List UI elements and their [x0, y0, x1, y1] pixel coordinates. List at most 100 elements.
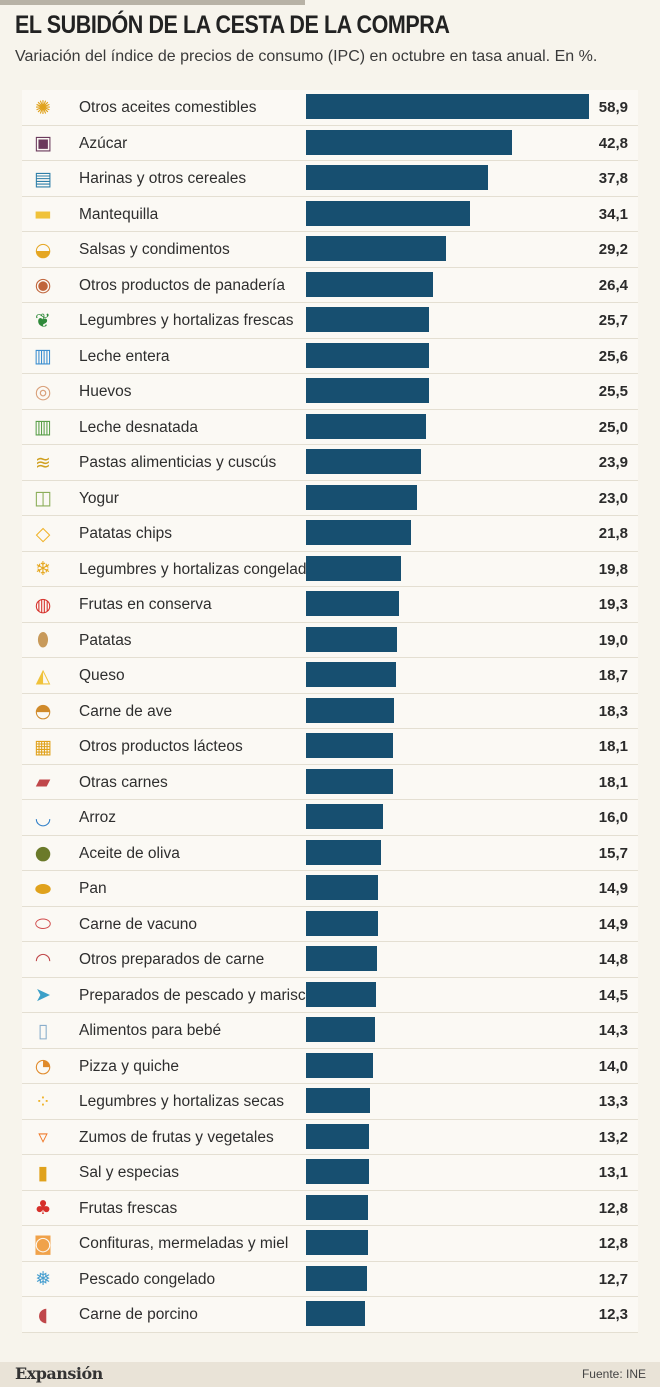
category-label: Mantequilla	[79, 205, 159, 223]
category-label: Salsas y condimentos	[79, 241, 230, 258]
category-label: Patatas	[79, 631, 132, 649]
category-label: Sal y especias	[79, 1164, 179, 1181]
rice-bowl-icon: ◡	[34, 806, 52, 829]
category-label: Frutas frescas	[79, 1199, 178, 1217]
bar	[306, 129, 512, 155]
dried-legumes-icon: ⁘	[35, 1090, 51, 1113]
value-label: 19,0	[598, 631, 628, 649]
value-label: 19,3	[598, 596, 628, 613]
chart-row: ◭ Queso 18,7	[22, 658, 638, 694]
bar	[306, 200, 470, 226]
bar	[306, 484, 417, 510]
bar	[306, 1194, 368, 1220]
bar	[306, 1265, 368, 1291]
bar	[306, 626, 398, 652]
meat-cut-icon: ▰	[35, 771, 51, 793]
value-label: 13,2	[598, 1128, 628, 1146]
bar	[306, 236, 447, 261]
bar	[306, 1230, 368, 1255]
value-label: 12,7	[598, 1270, 628, 1288]
sugar-jar-icon: ▣	[34, 132, 52, 154]
bar	[306, 910, 378, 936]
chart-row: ✺ Otros aceites comestibles 58,9	[22, 90, 638, 126]
chart-row: ❦ Legumbres y hortalizas frescas 25,7	[22, 303, 638, 339]
chart-row: ▯ Alimentos para bebé 14,3	[22, 1013, 638, 1049]
flour-bag-icon: ▤	[34, 167, 52, 190]
frozen-fish-icon: ❅	[35, 1268, 51, 1290]
donut-icon: ◉	[34, 274, 52, 296]
fish-icon: ➤	[35, 984, 51, 1006]
footer: Expansión Fuente: INE	[0, 1362, 660, 1387]
value-label: 13,1	[598, 1164, 628, 1181]
category-label: Leche desnatada	[79, 418, 198, 436]
value-label: 26,4	[598, 276, 628, 294]
bar	[306, 1052, 374, 1078]
brand-logo: Expansión	[15, 1364, 103, 1383]
bar	[306, 165, 488, 190]
value-label: 25,6	[598, 347, 628, 365]
chart-row: ⁘ Legumbres y hortalizas secas 13,3	[22, 1084, 638, 1120]
chart-row: ◫ Yogur 23,0	[22, 480, 638, 516]
chart-row: ◇ Patatas chips 21,8	[22, 516, 638, 552]
bar	[306, 1017, 375, 1042]
value-label: 58,9	[598, 99, 628, 116]
chart-row: ⬬ Pan 14,9	[22, 871, 638, 907]
value-label: 21,8	[598, 525, 628, 542]
skim-milk-icon: ▥	[34, 416, 52, 438]
value-label: 25,0	[598, 418, 628, 436]
chart-row: ▰ Otras carnes 18,1	[22, 764, 638, 800]
top-accent-bar	[0, 0, 305, 5]
chart-row: ➤ Preparados de pescado y marisco 14,5	[22, 977, 638, 1013]
value-label: 14,0	[598, 1057, 628, 1075]
value-label: 18,3	[598, 702, 628, 720]
chart-row: ◒ Salsas y condimentos 29,2	[22, 232, 638, 268]
category-label: Huevos	[79, 383, 132, 400]
category-label: Legumbres y hortalizas congeladas	[79, 560, 323, 578]
baby-bottle-icon: ▯	[37, 1019, 49, 1042]
fresh-fruit-icon: ♣	[34, 1197, 52, 1219]
category-label: Pastas alimenticias y cuscús	[79, 454, 277, 471]
category-label: Otros productos lácteos	[79, 738, 243, 755]
yogurt-icon: ◫	[34, 487, 52, 509]
value-label: 14,8	[598, 951, 628, 968]
value-label: 25,5	[598, 383, 628, 400]
chart-row: ▦ Otros productos lácteos 18,1	[22, 729, 638, 765]
bar	[306, 839, 382, 865]
value-label: 23,9	[598, 454, 628, 471]
value-label: 14,9	[598, 915, 628, 933]
value-label: 34,1	[598, 205, 628, 223]
bar	[306, 94, 589, 119]
category-label: Preparados de pescado y marisco	[79, 986, 315, 1004]
category-label: Zumos de frutas y vegetales	[79, 1128, 274, 1146]
bar	[306, 307, 430, 332]
category-label: Azúcar	[79, 134, 128, 152]
category-label: Alimentos para bebé	[79, 1022, 222, 1039]
bar	[306, 378, 429, 403]
category-label: Carne de vacuno	[79, 915, 198, 933]
bar	[306, 342, 429, 368]
value-label: 42,8	[598, 134, 628, 152]
bar	[306, 1159, 369, 1184]
category-label: Otras carnes	[79, 773, 168, 791]
category-label: Legumbres y hortalizas frescas	[79, 312, 294, 329]
frozen-vegetables-icon: ❄	[35, 558, 51, 580]
bar	[306, 981, 376, 1007]
bar	[306, 733, 393, 758]
chart-row: ▤ Harinas y otros cereales 37,8	[22, 161, 638, 197]
category-label: Patatas chips	[79, 525, 173, 542]
bar	[306, 946, 378, 971]
bar	[306, 271, 433, 297]
category-label: Pescado congelado	[79, 1270, 216, 1288]
category-label: Legumbres y hortalizas secas	[79, 1093, 285, 1110]
chart-row: ◡ Arroz 16,0	[22, 800, 638, 836]
chart-row: ❅ Pescado congelado 12,7	[22, 1261, 638, 1297]
value-label: 37,8	[598, 170, 628, 187]
chart-row: ◖ Carne de porcino 12,3	[22, 1297, 638, 1333]
steak-icon: ⬭	[34, 913, 52, 935]
value-label: 12,8	[598, 1235, 628, 1252]
juice-glass-icon: ▿	[38, 1126, 48, 1148]
bar	[306, 875, 378, 900]
dairy-products-icon: ▦	[34, 735, 52, 758]
category-label: Carne de ave	[79, 702, 173, 720]
chart-row: ◔ Pizza y quiche 14,0	[22, 1048, 638, 1084]
